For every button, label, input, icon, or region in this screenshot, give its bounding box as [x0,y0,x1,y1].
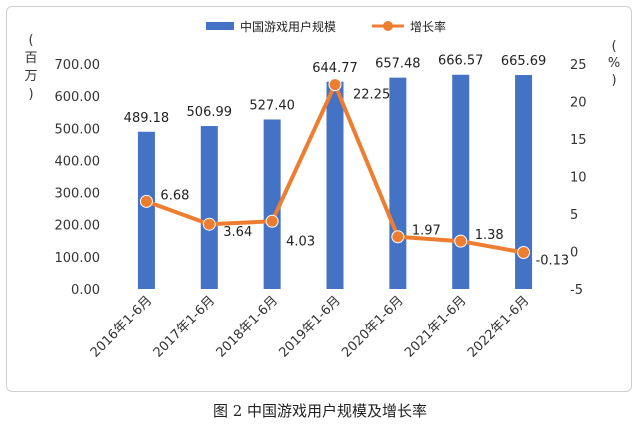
growth-value-label: -0.13 [536,253,570,268]
bar-value-label: 506.99 [187,105,233,120]
chart: 中国游戏用户规模 增长率 ( 百万) (%) 0.00 100.00 200.00 300.00… [24,19,620,361]
x-tick-label: 2020年1-6月 [339,293,406,360]
growth-value-label: 6.68 [160,188,189,203]
bar [200,126,218,289]
y-right-unit-char: ( [611,39,616,54]
y-right-tick-label: 5 [570,208,578,223]
y-left-tick-label: 600.00 [55,90,101,105]
y-left-tick-label: 500.00 [55,122,101,137]
y-left-unit-char: 万 [24,69,37,84]
bar-value-label: 527.40 [249,98,295,113]
bar-value-label: 489.18 [124,111,170,126]
y-right-unit-char: % [608,56,620,71]
y-left-tick-label: 400.00 [55,154,101,169]
y-right-tick-label: 20 [570,96,587,111]
x-tick-label: 2017年1-6月 [151,293,218,360]
bar-value-label: 657.48 [375,57,421,72]
y-right-tick-label: 10 [570,171,587,186]
growth-point [328,78,342,92]
growth-value-label: 4.03 [286,234,315,249]
figure-caption: 图 2 中国游戏用户规模及增长率 [212,402,428,420]
bar-value-label: 644.77 [312,61,358,76]
y-right-tick-label: 25 [570,58,587,73]
y-left-tick-label: 0.00 [71,283,100,298]
legend-bar-swatch [206,22,234,30]
bar-value-label: 666.57 [438,54,484,69]
growth-point [265,214,279,228]
y-left-tick-label: 300.00 [55,187,101,202]
growth-value-label: 22.25 [353,88,390,103]
legend-line-label: 增长率 [410,19,446,34]
y-left-tick-label: 700.00 [55,58,101,73]
y-left-tick-label: 100.00 [55,251,101,266]
growth-point [391,230,405,244]
x-tick-label: 2022年1-6月 [465,293,532,360]
legend-line-marker [383,21,393,31]
y-right-unit-char: ) [611,73,616,88]
growth-point [139,194,153,208]
growth-value-label: 1.38 [475,228,504,243]
bar [326,81,344,289]
y-right-tick-label: -5 [570,283,583,298]
growth-point [202,217,216,231]
bar [452,74,470,289]
x-tick-label: 2019年1-6月 [276,293,343,360]
growth-point [454,234,468,248]
growth-point [517,245,531,259]
bar [389,77,407,289]
y-right-tick-label: 0 [570,246,578,261]
growth-value-label: 3.64 [223,225,252,240]
x-tick-label: 2018年1-6月 [214,293,281,360]
y-left-unit-char: ( [28,33,33,48]
y-right-tick-label: 15 [570,133,587,148]
y-left-unit-char: 百 [24,51,37,66]
growth-value-label: 1.97 [412,224,441,239]
legend-bar-label: 中国游戏用户规模 [240,19,336,34]
x-tick-label: 2016年1-6月 [88,293,155,360]
bar-value-label: 665.69 [501,54,547,69]
bar [263,119,281,289]
x-tick-label: 2021年1-6月 [402,293,469,360]
bar [515,75,533,289]
y-left-unit-char: ) [28,87,33,102]
bar [137,131,155,289]
y-left-tick-label: 200.00 [55,219,101,234]
